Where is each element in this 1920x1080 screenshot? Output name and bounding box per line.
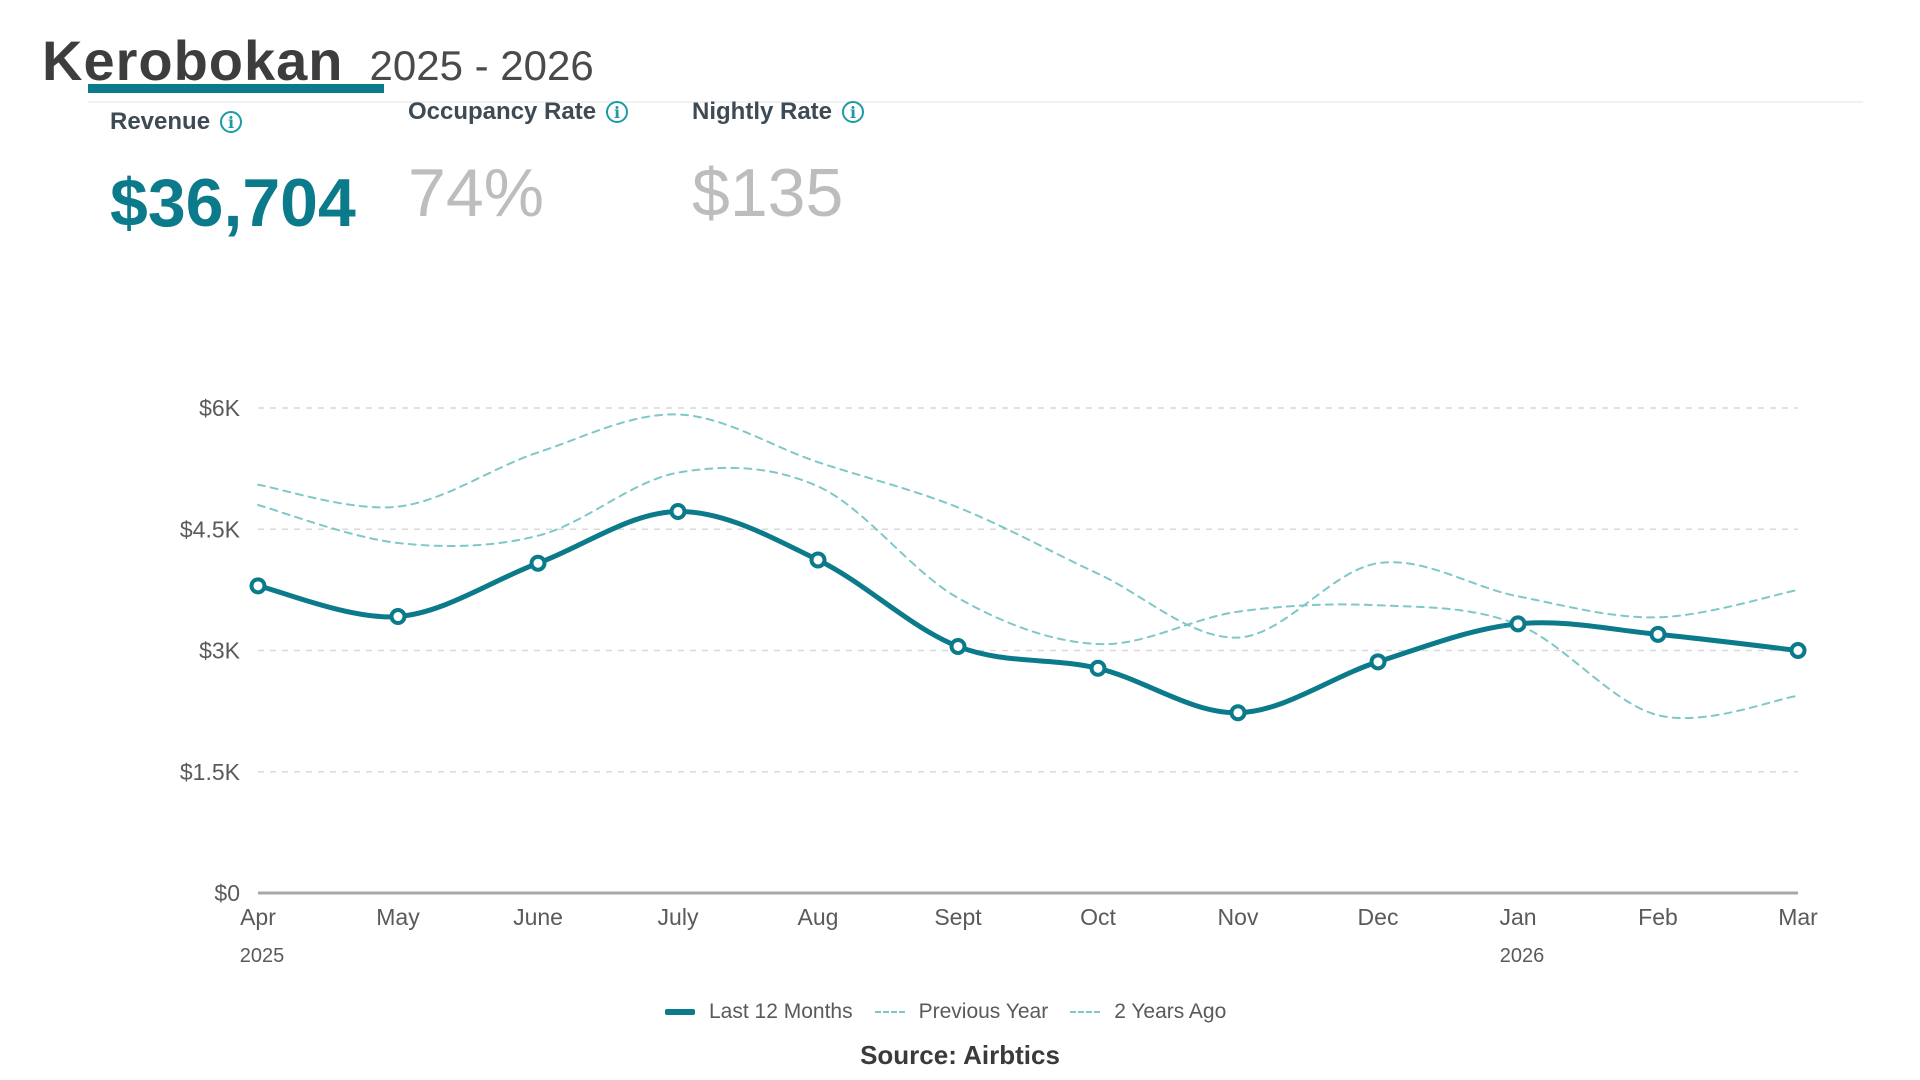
card-top-border [88, 101, 1863, 103]
legend-swatch-dashed [874, 1011, 905, 1013]
x-tick-label: Oct [1080, 904, 1116, 930]
tab-revenue-label: Revenue [110, 108, 211, 135]
tab-nightly-label-row: Nightly Rate i [692, 98, 865, 126]
chart-legend: Last 12 Months Previous Year 2 Years Ago [665, 1000, 1248, 1024]
data-point [1509, 615, 1527, 633]
source-caption: Source: Airbtics [860, 1040, 1060, 1070]
nightly-value: $135 [692, 155, 844, 231]
year-label: 2025 [240, 945, 285, 967]
year-label: 2026 [1500, 945, 1545, 967]
info-icon[interactable]: i [842, 101, 865, 123]
marker-layer [249, 502, 1807, 722]
tab-occupancy-rate[interactable]: Occupancy Rate i 74% [408, 98, 629, 232]
tab-occupancy-label-row: Occupancy Rate i [408, 98, 629, 126]
data-point [809, 551, 827, 569]
x-tick-label: May [376, 904, 420, 930]
legend-label: Previous Year [918, 1000, 1049, 1023]
legend-swatch-solid [665, 1009, 695, 1015]
y-tick-label: $6K [199, 395, 241, 421]
data-point [1649, 625, 1667, 643]
page-subtitle-years: 2025 - 2026 [369, 42, 594, 89]
legend-label: Last 12 Months [709, 1000, 853, 1023]
legend-swatch-dashed [1070, 1011, 1101, 1013]
x-tick-label: Sept [934, 904, 982, 930]
tab-nightly-rate[interactable]: Nightly Rate i $135 [692, 98, 865, 232]
legend-item-last-12-months[interactable]: Last 12 Months [665, 1000, 853, 1024]
data-point [1369, 653, 1387, 671]
x-tick-label: June [513, 904, 563, 930]
y-tick-label: $3K [199, 638, 241, 664]
tab-occupancy-label: Occupancy Rate [408, 98, 597, 125]
data-point [1229, 704, 1247, 722]
occupancy-value: 74% [408, 155, 545, 231]
axis-label-layer: $0 $1.5K $3K $4.5K $6K Apr May June July Aug Sept O… [180, 395, 1818, 967]
legend-item-2-years-ago[interactable]: 2 Years Ago [1070, 1000, 1226, 1024]
grid-layer [258, 407, 1798, 895]
x-tick-label: Mar [1778, 904, 1818, 930]
y-tick-label: $0 [214, 880, 240, 906]
page-title-row: Kerobokan 2025 - 2026 [42, 28, 594, 93]
x-tick-label: Apr [240, 904, 276, 930]
info-icon[interactable]: i [220, 111, 243, 133]
data-point [529, 554, 547, 572]
data-point [1789, 642, 1807, 659]
series-line-2-years-ago [257, 413, 1799, 639]
page-title: Kerobokan [42, 29, 344, 92]
data-point [1089, 659, 1107, 677]
revenue-value: $36,704 [110, 165, 356, 241]
x-tick-label: Aug [798, 904, 839, 930]
series-line-last-12-months [255, 508, 1801, 716]
legend-item-previous-year[interactable]: Previous Year [874, 1000, 1049, 1024]
data-point [949, 637, 967, 655]
data-point [249, 577, 267, 595]
y-tick-label: $1.5K [180, 759, 241, 785]
data-point [389, 608, 407, 626]
series-layer [255, 413, 1801, 720]
x-tick-label: Jan [1499, 904, 1536, 930]
tab-nightly-label: Nightly Rate [692, 98, 833, 125]
series-line-previous-year [257, 466, 1799, 720]
legend-label: 2 Years Ago [1114, 1000, 1227, 1023]
data-point [669, 502, 687, 520]
x-tick-label: Dec [1358, 904, 1399, 930]
revenue-line-chart: $0 $1.5K $3K $4.5K $6K Apr May June July Aug Sept O… [180, 395, 1818, 967]
x-tick-label: Nov [1218, 904, 1259, 930]
x-tick-label: July [658, 904, 699, 930]
info-icon[interactable]: i [606, 101, 629, 123]
tab-revenue[interactable]: Revenue i $36,704 [88, 84, 384, 242]
y-tick-label: $4.5K [180, 516, 241, 542]
x-tick-label: Feb [1638, 904, 1678, 930]
tab-revenue-label-row: Revenue i [110, 108, 356, 136]
